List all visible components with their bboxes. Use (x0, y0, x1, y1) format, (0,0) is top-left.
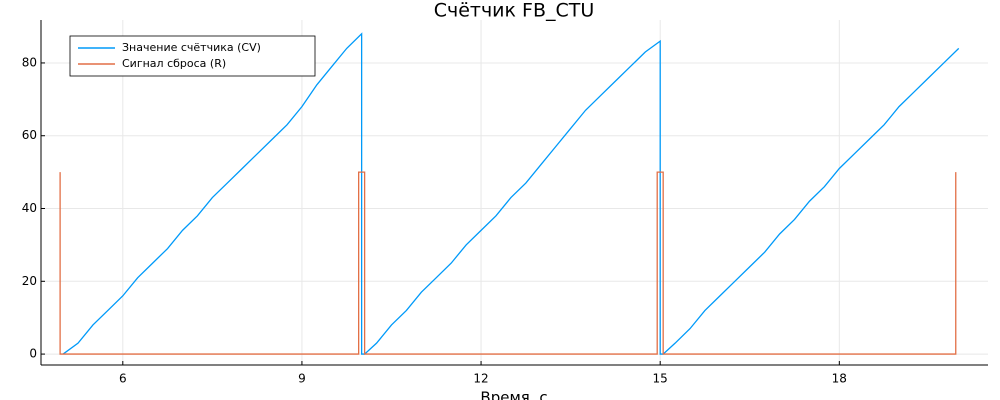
legend-label: Сигнал сброса (R) (122, 57, 226, 70)
x-tick-label: 12 (473, 372, 488, 386)
legend-label: Значение счётчика (CV) (122, 41, 261, 54)
x-axis-label: Время, с (480, 389, 547, 400)
y-tick-label: 20 (22, 274, 37, 288)
y-tick-label: 40 (22, 201, 37, 215)
x-tick-label: 18 (832, 372, 847, 386)
x-tick-label: 15 (653, 372, 668, 386)
chart-title: Счётчик FB_CTU (434, 0, 595, 22)
y-tick-label: 0 (29, 347, 37, 361)
series-line (62, 32, 960, 355)
y-tick-label: 60 (22, 128, 37, 142)
y-tick-label: 80 (22, 55, 37, 69)
series-line (59, 171, 957, 355)
x-tick-label: 9 (298, 372, 306, 386)
x-tick-label: 6 (119, 372, 127, 386)
legend-box (69, 35, 316, 77)
